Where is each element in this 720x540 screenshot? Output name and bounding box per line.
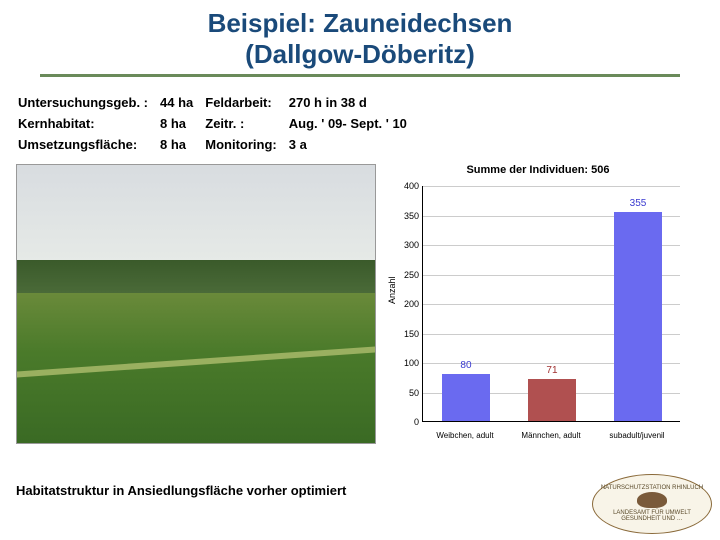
chart-bar-value: 355 (614, 198, 661, 209)
slide-title: Beispiel: Zauneidechsen (Dallgow-Döberit… (0, 0, 720, 77)
chart-ytick: 250 (393, 270, 419, 280)
content-row: Summe der Individuen: 506 Anzahl 0501001… (16, 164, 720, 444)
chart-ytick: 400 (393, 181, 419, 191)
chart-gridline (423, 186, 680, 187)
title-underline (40, 74, 680, 77)
info-value: 8 ha (160, 135, 203, 154)
info-label: Zeitr. : (205, 114, 286, 133)
chart-xlabel: Weibchen, adult (430, 431, 500, 440)
logo-text-bottom: LANDESAMT FÜR UMWELT GESUNDHEIT UND … (593, 510, 711, 523)
table-row: Untersuchungsgeb. : 44 ha Feldarbeit: 27… (18, 93, 417, 112)
chart-ytick: 300 (393, 240, 419, 250)
habitat-photo (16, 164, 376, 444)
logo-animal-icon (637, 492, 667, 508)
info-value: Aug. ' 09- Sept. ' 10 (289, 114, 417, 133)
info-label: Feldarbeit: (205, 93, 286, 112)
chart-plot-area: 0501001502002503003504008071355 (422, 186, 680, 422)
table-row: Kernhabitat: 8 ha Zeitr. : Aug. ' 09- Se… (18, 114, 417, 133)
chart-ytick: 50 (393, 388, 419, 398)
info-value: 44 ha (160, 93, 203, 112)
title-line-1: Beispiel: Zauneidechsen (0, 8, 720, 39)
info-table: Untersuchungsgeb. : 44 ha Feldarbeit: 27… (16, 91, 419, 156)
chart-ytick: 150 (393, 329, 419, 339)
chart-ytick: 0 (393, 417, 419, 427)
title-line-2: (Dallgow-Döberitz) (0, 39, 720, 70)
info-label: Umsetzungsfläche: (18, 135, 158, 154)
chart-bar-value: 80 (442, 360, 489, 371)
chart-ytick: 100 (393, 358, 419, 368)
chart-xlabel: subadult/juvenil (602, 431, 672, 440)
footer-note: Habitatstruktur in Ansiedlungsfläche vor… (16, 483, 346, 498)
table-row: Umsetzungsfläche: 8 ha Monitoring: 3 a (18, 135, 417, 154)
chart-title: Summe der Individuen: 506 (388, 164, 688, 176)
info-value: 3 a (289, 135, 417, 154)
info-label: Untersuchungsgeb. : (18, 93, 158, 112)
chart-ytick: 350 (393, 211, 419, 221)
chart-ytick: 200 (393, 299, 419, 309)
chart-xlabel: Männchen, adult (516, 431, 586, 440)
info-value: 8 ha (160, 114, 203, 133)
chart-bar-value: 71 (528, 365, 575, 376)
agency-logo: NATURSCHUTZSTATION RHINLUCH LANDESAMT FÜ… (592, 474, 712, 534)
individuals-chart: Summe der Individuen: 506 Anzahl 0501001… (388, 164, 688, 444)
logo-text-top: NATURSCHUTZSTATION RHINLUCH (601, 485, 703, 492)
info-label: Monitoring: (205, 135, 286, 154)
photo-treeline (17, 260, 375, 293)
info-value: 270 h in 38 d (289, 93, 417, 112)
chart-bar: 71 (528, 379, 575, 421)
info-label: Kernhabitat: (18, 114, 158, 133)
chart-bar: 80 (442, 374, 489, 421)
chart-bar: 355 (614, 212, 661, 421)
